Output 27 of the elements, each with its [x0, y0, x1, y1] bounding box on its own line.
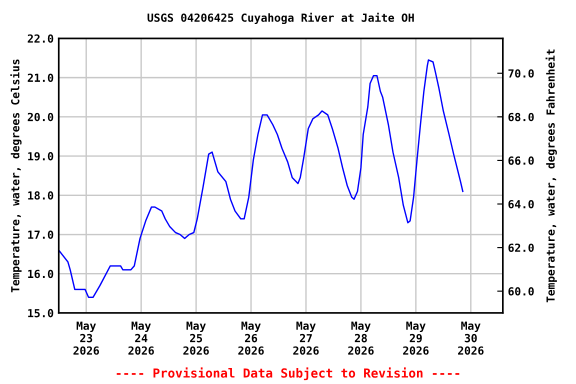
y-tick-label: 15.0: [28, 308, 54, 318]
y2-tick-label: 60.0: [508, 287, 534, 296]
y-tick-label: 19.0: [28, 152, 54, 160]
x-tick-label: May 29 2026: [403, 322, 429, 355]
x-tick-label: May 25 2026: [183, 322, 209, 355]
x-tick-label: May 30 2026: [458, 322, 484, 355]
y2-axis-title: Temperature, water, degrees Fahrenheit: [546, 49, 557, 302]
y-tick-label: 21.0: [28, 74, 54, 82]
x-tick-label: May 23 2026: [73, 322, 99, 355]
x-tick-label: May 28 2026: [348, 322, 374, 355]
y2-tick-label: 68.0: [508, 112, 534, 122]
y2-tick-label: 66.0: [508, 156, 534, 165]
y-tick-label: 17.0: [28, 230, 54, 239]
y2-tick-label: 70.0: [508, 69, 534, 78]
y2-tick-label: 62.0: [508, 244, 534, 252]
text: ---- Provisional Data Subject to Revision ----: [116, 367, 460, 380]
y-tick-label: 16.0: [28, 270, 54, 278]
chart-title: USGS 04206425 Cuyahoga River at Jaite OH: [148, 12, 414, 24]
y-tick-label: 20.0: [28, 112, 54, 122]
y-tick-label: 18.0: [28, 191, 54, 200]
x-tick-label: May 24 2026: [128, 322, 154, 355]
y-axis-title: Temperature, water, degrees Celsius: [10, 60, 22, 292]
y-tick-label: 22.0: [28, 34, 54, 43]
y2-tick-label: 64.0: [508, 200, 534, 208]
line-series: [58, 59, 464, 298]
x-tick-label: May 26 2026: [238, 322, 264, 355]
x-tick-label: May 27 2026: [293, 322, 319, 355]
